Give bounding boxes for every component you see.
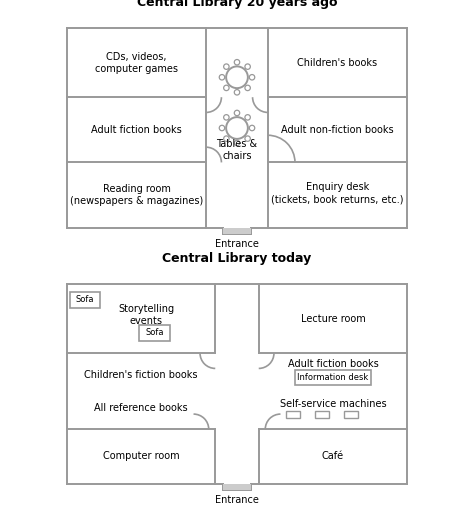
Text: Café: Café [322,452,344,461]
Text: Adult non-fiction books: Adult non-fiction books [281,125,394,135]
Bar [70,292,100,308]
Text: All reference books: All reference books [94,402,188,413]
Text: Children's books: Children's books [298,58,378,68]
Text: Enquiry desk
(tickets, book returns, etc.): Enquiry desk (tickets, book returns, etc… [271,182,404,204]
Text: Adult fiction books: Adult fiction books [288,359,378,369]
Text: Storytelling
events: Storytelling events [118,304,174,326]
Text: Entrance: Entrance [215,495,259,505]
Bar [286,411,300,418]
Title: Central Library today: Central Library today [163,252,311,265]
Text: Adult fiction books: Adult fiction books [91,125,182,135]
Text: Computer room: Computer room [103,452,179,461]
Text: Tables &
chairs: Tables & chairs [217,139,257,161]
Text: Information desk: Information desk [297,373,369,382]
Text: Reading room
(newspapers & magazines): Reading room (newspapers & magazines) [70,184,203,206]
Text: Lecture room: Lecture room [301,314,365,324]
Bar [223,228,251,234]
Text: CDs, videos,
computer games: CDs, videos, computer games [95,52,178,74]
Title: Central Library 20 years ago: Central Library 20 years ago [137,0,337,9]
Text: Sofa: Sofa [146,328,164,337]
Bar [295,370,371,385]
Text: Self-service machines: Self-service machines [280,399,386,409]
Text: Entrance: Entrance [215,239,259,249]
Bar [223,484,251,490]
Text: Sofa: Sofa [76,295,94,304]
Text: Children's fiction books: Children's fiction books [84,370,198,380]
Bar [344,411,358,418]
Bar [315,411,328,418]
Bar [139,325,170,340]
